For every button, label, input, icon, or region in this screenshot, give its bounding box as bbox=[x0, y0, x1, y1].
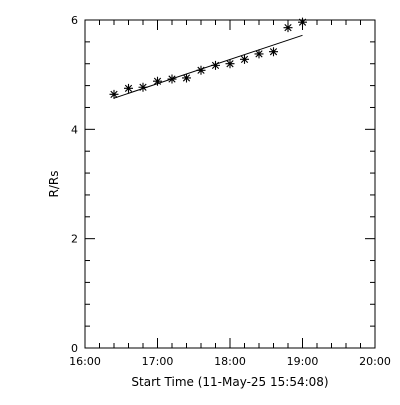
x-tick-label: 17:00 bbox=[142, 355, 174, 368]
y-tick-label: 4 bbox=[71, 123, 78, 136]
data-point-marker bbox=[124, 83, 133, 93]
y-axis-label: R/Rs bbox=[47, 171, 61, 198]
x-tick-label: 19:00 bbox=[287, 355, 319, 368]
data-point-marker bbox=[109, 89, 119, 99]
x-axis-label: Start Time (11-May-25 15:54:08) bbox=[131, 375, 328, 389]
data-point-marker bbox=[254, 49, 264, 59]
axis-ticks bbox=[84, 19, 376, 349]
data-point-marker bbox=[269, 47, 278, 57]
y-tick-label: 2 bbox=[71, 233, 78, 246]
axis-tick-labels: 16:00 17:00 18:00 19:00 20:00 0 2 4 6 bbox=[69, 14, 391, 368]
data-point-marker bbox=[182, 73, 191, 83]
plot-frame bbox=[84, 19, 376, 349]
data-point-marker bbox=[153, 76, 162, 86]
y-tick-label: 0 bbox=[71, 342, 78, 355]
data-point-marker bbox=[211, 60, 220, 70]
fit-line bbox=[113, 34, 303, 99]
x-tick-label: 16:00 bbox=[69, 355, 101, 368]
data-point-marker bbox=[225, 59, 235, 69]
x-tick-label: 18:00 bbox=[214, 355, 246, 368]
x-tick-label: 20:00 bbox=[359, 355, 391, 368]
data-point-marker bbox=[167, 74, 177, 84]
data-point-marker bbox=[138, 82, 148, 92]
y-tick-label: 6 bbox=[71, 14, 78, 27]
data-markers bbox=[109, 17, 307, 99]
data-point-marker bbox=[196, 65, 206, 75]
data-point-marker bbox=[283, 23, 293, 33]
data-point-marker bbox=[240, 54, 249, 64]
data-point-marker bbox=[298, 17, 307, 27]
